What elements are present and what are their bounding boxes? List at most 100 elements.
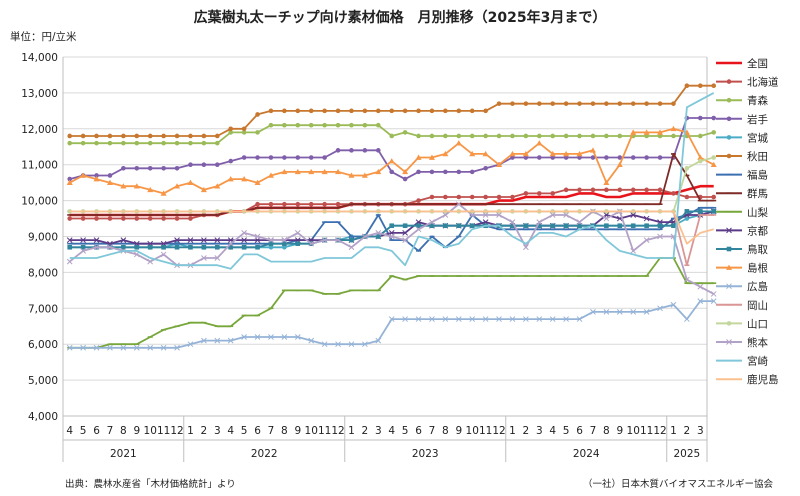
data-point xyxy=(617,223,623,229)
data-point xyxy=(496,194,502,200)
data-point xyxy=(549,212,556,218)
data-point xyxy=(255,155,260,160)
data-point xyxy=(589,147,596,153)
data-point xyxy=(523,155,529,160)
data-point xyxy=(349,108,354,114)
data-point xyxy=(657,101,663,106)
data-point xyxy=(228,158,234,164)
legend-label: 京都 xyxy=(747,224,768,237)
data-point xyxy=(174,183,181,189)
data-point xyxy=(375,108,381,114)
data-point xyxy=(510,101,515,106)
data-point xyxy=(456,194,462,200)
x-tick-month-label: 5 xyxy=(563,425,570,437)
data-point xyxy=(201,237,207,243)
data-point xyxy=(255,201,260,207)
legend-label: 熊本 xyxy=(747,336,768,349)
legend-item: 島根 xyxy=(716,262,768,275)
data-point xyxy=(335,237,341,243)
data-point xyxy=(214,133,220,139)
series-lines xyxy=(66,83,717,351)
data-point xyxy=(361,172,368,178)
series-line xyxy=(69,92,715,270)
data-point xyxy=(456,133,462,139)
data-point xyxy=(726,264,732,270)
data-point xyxy=(107,173,113,178)
data-point xyxy=(697,133,703,139)
data-point xyxy=(536,316,543,322)
data-point xyxy=(550,133,556,139)
data-point xyxy=(670,301,677,308)
data-point xyxy=(362,148,368,153)
data-point xyxy=(469,223,475,229)
data-point xyxy=(429,169,435,175)
data-point xyxy=(429,316,435,322)
x-tick-month-label: 5 xyxy=(402,425,409,437)
data-point xyxy=(335,168,342,175)
data-point xyxy=(281,168,288,175)
data-point xyxy=(228,126,234,132)
data-point xyxy=(684,165,690,171)
data-point xyxy=(335,108,341,114)
data-point xyxy=(604,155,609,160)
x-tick-month-label: 9 xyxy=(133,425,140,437)
data-point xyxy=(214,237,221,243)
data-point xyxy=(322,108,327,114)
data-point xyxy=(80,216,86,221)
data-point xyxy=(282,155,287,160)
data-point xyxy=(308,108,314,114)
legend-item: 広島 xyxy=(716,280,768,293)
data-point xyxy=(241,126,247,132)
data-point xyxy=(509,316,516,322)
data-point xyxy=(161,216,166,221)
data-point xyxy=(388,233,395,240)
data-point xyxy=(603,179,610,185)
y-tick-label: 8,000 xyxy=(28,267,58,279)
data-point xyxy=(684,194,690,200)
data-point xyxy=(227,337,234,344)
data-point xyxy=(188,140,193,146)
data-point xyxy=(483,194,488,200)
data-point xyxy=(268,108,274,114)
legend-label: 宮崎 xyxy=(747,355,768,368)
data-point xyxy=(322,122,327,128)
credit-note: （一社）日本木質バイオマスエネルギー協会 xyxy=(583,478,774,490)
data-point xyxy=(563,150,570,157)
data-point xyxy=(536,133,542,139)
data-point xyxy=(174,140,180,146)
data-point xyxy=(241,230,247,236)
data-point xyxy=(456,223,462,229)
data-point xyxy=(509,219,516,225)
data-point xyxy=(121,165,126,171)
data-point xyxy=(616,161,623,167)
data-point xyxy=(684,216,690,221)
data-point xyxy=(726,321,732,326)
x-tick-month-label: 9 xyxy=(294,425,301,437)
data-point xyxy=(375,234,381,239)
data-point xyxy=(134,244,140,250)
data-point xyxy=(66,258,73,265)
series-2 xyxy=(67,122,717,146)
x-tick-month-label: 4 xyxy=(66,425,73,437)
source-note: 出典：農林水産省「木材価格統計」より xyxy=(65,478,236,490)
data-point xyxy=(442,212,449,218)
data-point xyxy=(697,154,704,160)
y-axis-unit-label: 単位：円/立米 xyxy=(10,30,77,43)
data-point xyxy=(726,339,732,345)
data-point xyxy=(80,172,87,178)
data-point xyxy=(469,316,476,322)
legend-item: 群馬 xyxy=(716,187,768,200)
data-point xyxy=(308,168,315,175)
data-point xyxy=(295,155,301,160)
data-point xyxy=(308,155,314,160)
data-point xyxy=(402,130,408,135)
data-point xyxy=(389,133,395,139)
data-point xyxy=(523,316,529,322)
data-point xyxy=(66,179,73,185)
data-point xyxy=(161,244,166,250)
data-point xyxy=(67,140,73,146)
data-point xyxy=(657,187,663,193)
data-point xyxy=(308,240,315,247)
legend-label: 宮城 xyxy=(747,131,768,144)
y-tick-label: 12,000 xyxy=(21,124,58,136)
